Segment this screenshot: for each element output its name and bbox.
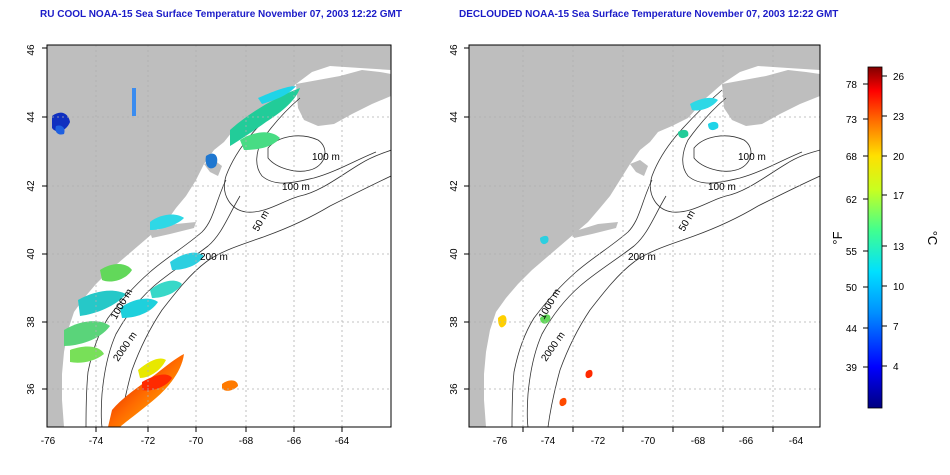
celsius-tick-labels: 26 23 20 17 13 10 7 4: [893, 72, 905, 373]
right-contour-labels: 100 m 100 m 50 m 200 m 1000 m 2000 m: [537, 152, 766, 364]
lon-tick-label: -76: [41, 436, 56, 447]
left-lat-tick-labels: 36 38 40 42 44 46: [26, 44, 37, 395]
left-land-nova-scotia: [296, 70, 391, 126]
right-grid: [469, 45, 820, 427]
lon-tick-label: -72: [591, 436, 606, 447]
fahrenheit-tick-labels: 78 73 68 62 55 50 44 39: [846, 80, 858, 374]
right-sst-patches: [498, 97, 719, 407]
f-tick-label: 55: [846, 247, 858, 258]
left-contours: [85, 89, 391, 427]
f-tick-label: 78: [846, 80, 858, 91]
left-grid: [47, 45, 391, 427]
lon-tick-label: -68: [239, 436, 254, 447]
lon-tick-label: -66: [287, 436, 302, 447]
left-contour-label: 50 m: [251, 209, 272, 234]
left-ocean: [47, 45, 391, 427]
f-tick-label: 39: [846, 363, 858, 374]
celsius-unit-label: °C: [925, 231, 940, 246]
left-map-frame: [46, 44, 392, 428]
f-tick-label: 62: [846, 195, 858, 206]
lat-tick-label: 38: [449, 316, 460, 328]
left-contour-label: 100 m: [282, 182, 310, 193]
right-contours: [511, 89, 820, 427]
c-tick-label: 13: [893, 242, 905, 253]
right-contour-label: 200 m: [628, 252, 656, 263]
right-map-title: DECLOUDED NOAA-15 Sea Surface Temperatur…: [459, 9, 839, 20]
lat-tick-label: 36: [449, 383, 460, 395]
lon-tick-label: -66: [739, 436, 754, 447]
fahrenheit-unit-label: °F: [830, 231, 845, 244]
right-lon-tick-labels: -76 -74 -72 -70 -68 -66 -64: [493, 436, 804, 447]
left-map-title: RU COOL NOAA-15 Sea Surface Temperature …: [40, 9, 402, 20]
c-tick-label: 23: [893, 112, 905, 123]
lat-tick-label: 44: [449, 111, 460, 123]
lon-tick-label: -70: [189, 436, 204, 447]
left-contour-label: 100 m: [312, 152, 340, 163]
f-tick-label: 44: [846, 324, 858, 335]
left-land-cape-cod: [204, 160, 222, 176]
lon-tick-label: -68: [691, 436, 706, 447]
left-contour-label: 1000 m: [109, 287, 135, 321]
lon-tick-label: -72: [141, 436, 156, 447]
lat-tick-label: 38: [26, 316, 37, 328]
lat-tick-label: 40: [449, 248, 460, 260]
lat-tick-label: 46: [26, 44, 37, 56]
right-map-frame: [468, 44, 821, 428]
left-contour-label: 2000 m: [111, 330, 139, 364]
right-land-nova-scotia: [722, 70, 820, 126]
c-tick-label: 7: [893, 322, 899, 333]
colorbar-gradient: [867, 66, 883, 409]
left-contour-label: 200 m: [200, 252, 228, 263]
right-land-cape-cod: [630, 160, 648, 176]
right-lat-tick-labels: 36 38 40 42 44 46: [449, 44, 460, 395]
right-land-long-island: [572, 222, 618, 238]
left-lon-tick-labels: -76 -74 -72 -70 -68 -66 -64: [41, 436, 350, 447]
left-land-mainland: [47, 45, 391, 427]
f-tick-label: 68: [846, 152, 858, 163]
c-tick-label: 10: [893, 282, 905, 293]
right-contour-label: 50 m: [677, 209, 698, 234]
lon-tick-label: -64: [789, 436, 804, 447]
right-land-mainland: [469, 45, 820, 427]
right-contour-label: 100 m: [738, 152, 766, 163]
right-contour-label: 2000 m: [539, 330, 567, 364]
c-tick-label: 20: [893, 152, 905, 163]
lon-tick-label: -74: [541, 436, 556, 447]
lon-tick-label: -70: [641, 436, 656, 447]
left-sst-patches: [52, 86, 300, 427]
lon-tick-label: -64: [335, 436, 350, 447]
right-contour-label: 100 m: [708, 182, 736, 193]
lon-tick-label: -74: [89, 436, 104, 447]
lat-tick-label: 40: [26, 248, 37, 260]
lat-tick-label: 46: [449, 44, 460, 56]
left-contour-labels: 100 m 100 m 50 m 200 m 1000 m 2000 m: [109, 152, 340, 364]
right-ocean: [469, 45, 820, 427]
lat-tick-label: 44: [26, 111, 37, 123]
f-tick-label: 50: [846, 283, 858, 294]
c-tick-label: 26: [893, 72, 905, 83]
lon-tick-label: -76: [493, 436, 508, 447]
f-tick-label: 73: [846, 115, 858, 126]
left-land-long-island: [150, 222, 196, 238]
lat-tick-label: 36: [26, 383, 37, 395]
lat-tick-label: 42: [26, 180, 37, 192]
c-tick-label: 4: [893, 362, 899, 373]
c-tick-label: 17: [893, 191, 905, 202]
lat-tick-label: 42: [449, 180, 460, 192]
right-contour-label: 1000 m: [537, 287, 563, 321]
